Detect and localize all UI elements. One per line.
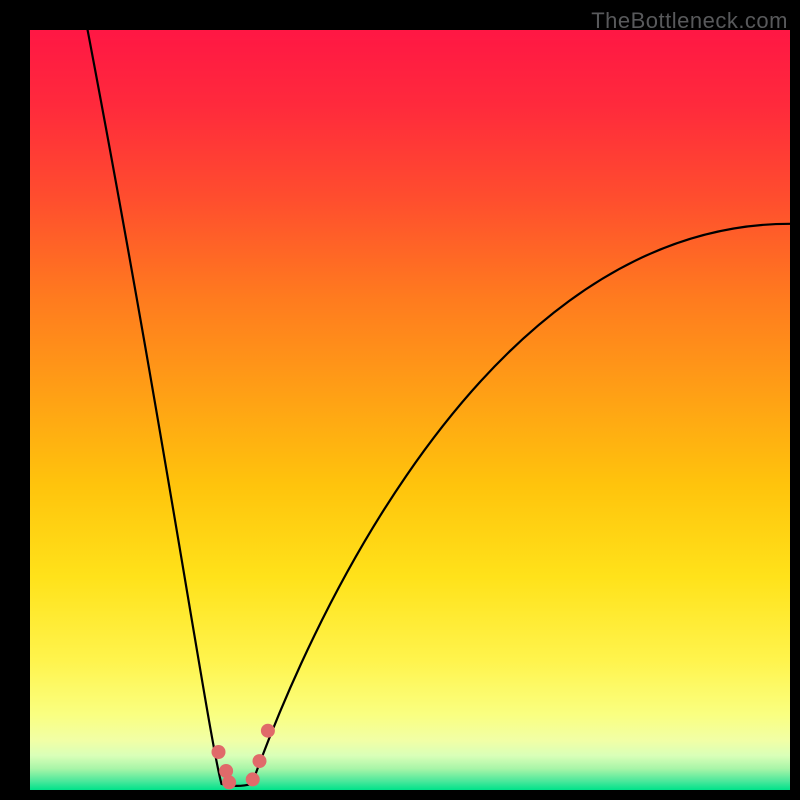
curve-marker: [253, 754, 267, 768]
chart-container: TheBottleneck.com: [0, 0, 800, 800]
curve-marker: [261, 724, 275, 738]
curve-marker: [246, 772, 260, 786]
curve-layer: [0, 0, 800, 800]
bottleneck-curve: [85, 15, 790, 786]
watermark-text: TheBottleneck.com: [591, 8, 788, 34]
curve-marker: [222, 775, 236, 789]
curve-marker: [212, 745, 226, 759]
